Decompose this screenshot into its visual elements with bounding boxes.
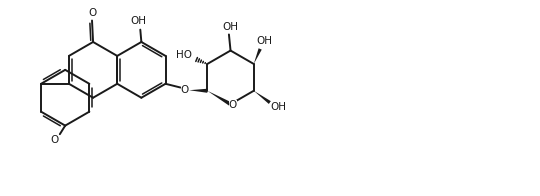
Text: O: O xyxy=(228,100,237,110)
Text: OH: OH xyxy=(222,22,239,32)
Text: O: O xyxy=(89,8,97,18)
Polygon shape xyxy=(207,91,232,106)
Text: OH: OH xyxy=(271,102,286,112)
Text: HO: HO xyxy=(176,50,192,60)
Text: O: O xyxy=(50,134,59,144)
Polygon shape xyxy=(254,48,262,64)
Polygon shape xyxy=(254,91,271,104)
Text: OH: OH xyxy=(131,16,147,26)
Text: OH: OH xyxy=(256,36,273,46)
Text: O: O xyxy=(181,85,189,95)
Polygon shape xyxy=(189,89,207,93)
